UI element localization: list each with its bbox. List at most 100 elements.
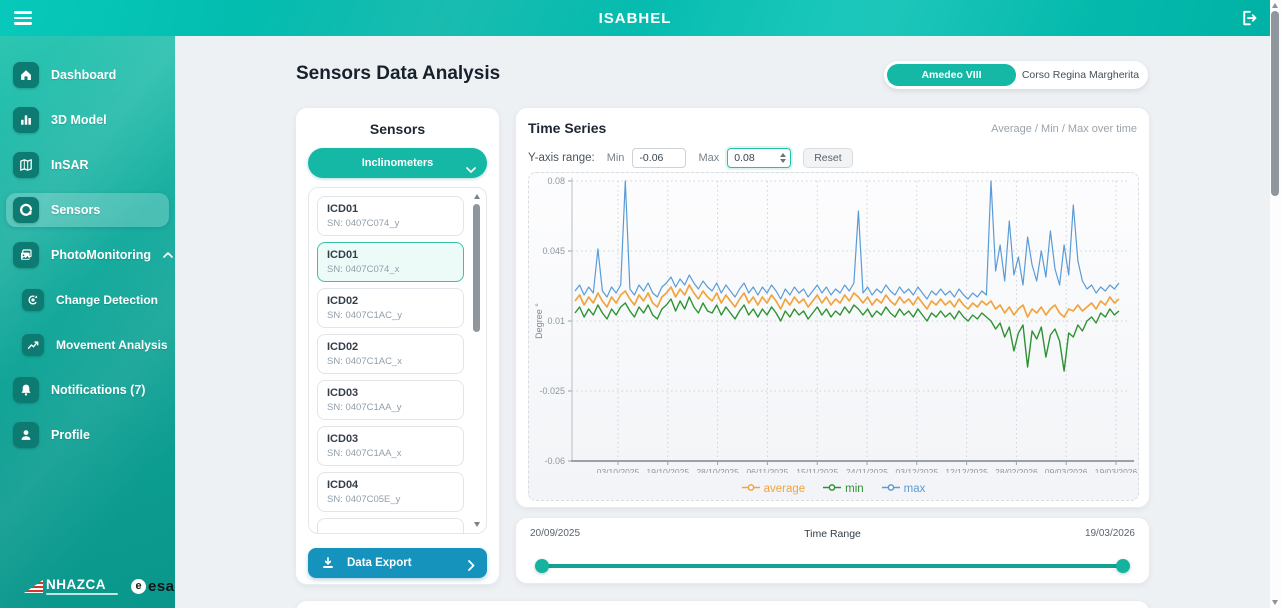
list-scroll-down-arrow[interactable] — [474, 522, 480, 527]
nhazca-logo: NHAZCA — [24, 578, 118, 595]
sensor-name: ICD02 — [327, 341, 359, 353]
svg-text:Degree °: Degree ° — [534, 303, 544, 339]
sensor-list-item[interactable] — [317, 518, 464, 533]
sensor-name: ICD01 — [327, 203, 359, 215]
sensor-list-item[interactable]: ICD02 SN: 0407C1AC_y — [317, 288, 464, 328]
list-scroll-thumb[interactable] — [473, 204, 480, 332]
sidebar-item-movement-analysis[interactable]: Movement Analysis — [6, 328, 169, 362]
scrollbar-down-arrow[interactable] — [1272, 600, 1278, 605]
time-range-start-date: 20/09/2025 — [530, 528, 581, 539]
site-toggle: Amedeo VIII Corso Regina Margherita — [884, 61, 1148, 89]
chevron-down-icon — [466, 160, 476, 173]
sensor-name: ICD03 — [327, 387, 359, 399]
sidebar-item-profile[interactable]: Profile — [6, 418, 169, 452]
list-scroll-up-arrow[interactable] — [474, 194, 480, 199]
esa-globe-icon: e — [131, 579, 146, 594]
sidebar-item-notifications-7[interactable]: Notifications (7) — [6, 373, 169, 407]
series-min — [574, 296, 1120, 372]
sensor-list-item[interactable]: ICD01 SN: 0407C074_x — [317, 242, 464, 282]
svg-text:0.045: 0.045 — [542, 246, 565, 256]
menu-icon[interactable] — [14, 11, 32, 25]
sidebar-item-label: 3D Model — [51, 113, 107, 127]
chevron-right-icon — [468, 558, 475, 571]
max-label: Max — [698, 152, 720, 164]
bar-chart-icon — [13, 107, 39, 133]
sidebar-item-3d-model[interactable]: 3D Model — [6, 103, 169, 137]
nhazca-tagline — [46, 593, 118, 595]
sidebar-item-sensors[interactable]: Sensors — [6, 193, 169, 227]
person-icon — [13, 422, 39, 448]
svg-text:19/10/2025: 19/10/2025 — [647, 467, 690, 473]
sidebar-item-photomonitoring[interactable]: PhotoMonitoring — [6, 238, 173, 272]
time-range-label: Time Range — [804, 528, 861, 540]
sensor-name: ICD01 — [327, 249, 359, 261]
bottom-panel — [295, 600, 1150, 608]
svg-text:-0.025: -0.025 — [539, 386, 565, 396]
bell-icon — [13, 377, 39, 403]
sidebar-item-label: PhotoMonitoring — [51, 248, 151, 262]
legend-marker-min — [823, 483, 842, 495]
sensor-type-dropdown[interactable]: Inclinometers — [308, 148, 487, 178]
sidebar-item-label: InSAR — [51, 158, 89, 172]
y-min-input[interactable] — [639, 152, 682, 164]
sensor-list-item[interactable]: ICD04 SN: 0407C05E_y — [317, 472, 464, 512]
legend-item-min[interactable]: min — [823, 483, 864, 495]
sensor-serial: SN: 0407C074_x — [327, 264, 400, 275]
scrollbar-thumb[interactable] — [1271, 11, 1279, 196]
chart-legend: average min max — [529, 483, 1138, 495]
sensor-list-item[interactable]: ICD02 SN: 0407C1AC_x — [317, 334, 464, 374]
sensor-list-item[interactable]: ICD01 SN: 0407C074_y — [317, 196, 464, 236]
sidebar-item-change-detection[interactable]: Change Detection — [6, 283, 169, 317]
reset-button[interactable]: Reset — [803, 148, 853, 168]
chevron-up-icon — [163, 252, 173, 258]
sensor-type-dropdown-label: Inclinometers — [361, 157, 434, 169]
chart-plot-area[interactable]: 0.08 0.045 0.01 -0.025 -0.06 03/10/2025 19/10/… — [529, 173, 1140, 473]
time-range-slider[interactable] — [535, 559, 1130, 573]
svg-text:12/12/2025: 12/12/2025 — [945, 467, 988, 473]
legend-item-max[interactable]: max — [881, 483, 926, 495]
time-series-subtitle: Average / Min / Max over time — [991, 123, 1137, 135]
svg-text:0.08: 0.08 — [547, 176, 565, 186]
sensor-name: ICD04 — [327, 479, 359, 491]
scrollbar-up-arrow[interactable] — [1272, 3, 1278, 8]
svg-text:24/11/2025: 24/11/2025 — [846, 467, 888, 473]
sidebar-item-label: Sensors — [51, 203, 101, 217]
sensor-list-item[interactable]: ICD03 SN: 0407C1AA_y — [317, 380, 464, 420]
page-scrollbar[interactable] — [1270, 0, 1281, 608]
time-series-chart: 0.08 0.045 0.01 -0.025 -0.06 03/10/2025 19/10/… — [528, 172, 1139, 501]
sensor-list-item[interactable]: ICD03 SN: 0407C1AA_x — [317, 426, 464, 466]
trend-up-icon — [22, 334, 44, 356]
sidebar-item-insar[interactable]: InSAR — [6, 148, 169, 182]
sensor-serial: SN: 0407C1AA_y — [327, 402, 402, 413]
sensor-name: ICD03 — [327, 433, 359, 445]
sidebar: Dashboard 3D Model InSAR Sensors PhotoMonito… — [0, 36, 175, 608]
legend-marker-max — [881, 483, 900, 495]
sensors-icon — [13, 197, 39, 223]
y-max-input[interactable] — [734, 152, 777, 164]
data-export-button[interactable]: Data Export — [308, 548, 487, 578]
legend-item-average[interactable]: average — [741, 483, 805, 495]
time-range-handle-start[interactable] — [535, 559, 549, 573]
svg-text:28/10/2025: 28/10/2025 — [696, 467, 739, 473]
esa-logo: e esa — [131, 578, 175, 595]
sensor-name: ICD02 — [327, 295, 359, 307]
time-range-end-date: 19/03/2026 — [1084, 528, 1135, 539]
sensors-panel-title: Sensors — [369, 121, 426, 137]
site-toggle-amedeo-viii[interactable]: Amedeo VIII — [887, 64, 1016, 86]
sensor-list-scrollbar[interactable] — [471, 192, 483, 529]
svg-text:03/12/2025: 03/12/2025 — [896, 467, 939, 473]
legend-label: max — [903, 483, 926, 495]
sensor-list[interactable]: ICD01 SN: 0407C074_y ICD01 SN: 0407C074_x IC… — [308, 187, 487, 534]
svg-text:-0.06: -0.06 — [544, 456, 565, 466]
logout-icon[interactable] — [1238, 8, 1258, 28]
series-average — [574, 284, 1120, 318]
y-axis-range-label: Y-axis range: — [528, 152, 595, 164]
sensor-serial: SN: 0407C1AA_x — [327, 448, 402, 459]
sidebar-item-dashboard[interactable]: Dashboard — [6, 58, 169, 92]
time-range-handle-end[interactable] — [1116, 559, 1130, 573]
y-max-input-box — [727, 148, 792, 168]
number-spinner[interactable] — [780, 153, 787, 163]
sensor-serial: SN: 0407C074_y — [327, 218, 400, 229]
site-toggle-corso-regina-margherita[interactable]: Corso Regina Margherita — [1021, 69, 1140, 81]
sensor-serial: SN: 0407C1AC_y — [327, 310, 402, 321]
